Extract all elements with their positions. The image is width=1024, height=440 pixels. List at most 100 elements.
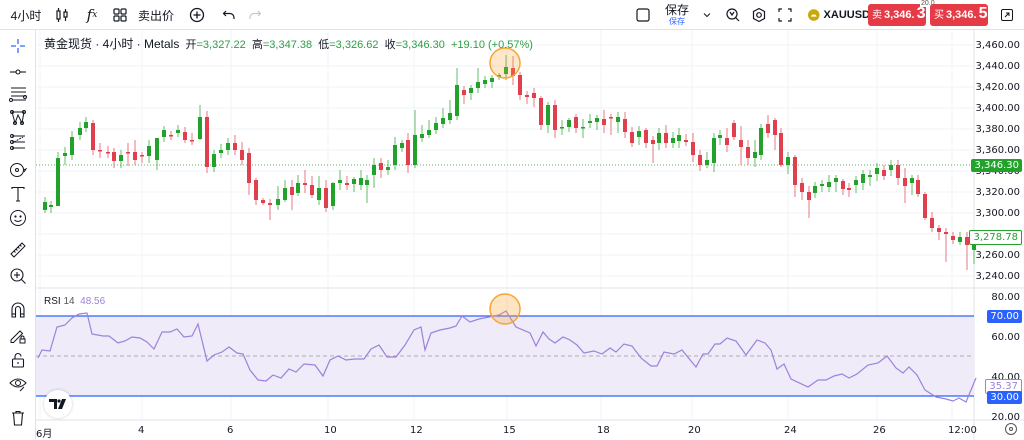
- square-icon: [636, 8, 650, 22]
- save-menu-button[interactable]: [700, 0, 714, 30]
- tv-logo-icon: [49, 399, 66, 409]
- text-icon: [11, 186, 25, 202]
- fullscreen-button[interactable]: [774, 0, 796, 30]
- sell-price-small: 3,346.: [884, 9, 915, 21]
- emoji-icon: [10, 210, 26, 226]
- crosshair-icon: [11, 39, 25, 53]
- high-label: 高: [251, 39, 263, 51]
- plus-circle-icon: [189, 7, 205, 23]
- price-tick: 3,240.00: [975, 271, 1020, 282]
- symbol-button[interactable]: XAUUSD: [808, 0, 870, 30]
- current-price-tag: 3,346.30: [971, 159, 1022, 172]
- price-tick: 3,360.00: [975, 145, 1020, 156]
- price-tick: 3,400.00: [975, 103, 1020, 114]
- rsi-legend[interactable]: RSI 14 48.56: [44, 296, 105, 307]
- external-link-icon: [1001, 9, 1013, 21]
- candlestick-icon: [56, 8, 68, 22]
- redo-button[interactable]: [244, 0, 266, 30]
- popout-button[interactable]: [996, 0, 1018, 30]
- sell-price-label: 卖出价: [138, 8, 175, 23]
- lock-icon: [11, 353, 25, 368]
- pattern-icon: [10, 110, 26, 125]
- undo-button[interactable]: [218, 0, 240, 30]
- time-tick: 6月: [36, 429, 53, 440]
- remove-tool[interactable]: [6, 406, 30, 430]
- pattern-tool[interactable]: [6, 106, 30, 130]
- settings-button[interactable]: [748, 0, 770, 30]
- ruler-tool[interactable]: [6, 238, 30, 262]
- buy-button[interactable]: 买 3,346. 50: [930, 4, 996, 26]
- redo-icon: [249, 10, 262, 19]
- buy-price-big: 50: [978, 5, 997, 22]
- magnet-tool[interactable]: [6, 298, 30, 322]
- rsi-upper-tag: 70.00: [987, 310, 1022, 323]
- lock-drawings-tool[interactable]: [6, 324, 30, 348]
- gold-icon: [808, 9, 820, 21]
- crosshair-tool[interactable]: [6, 34, 30, 58]
- emoji-tool[interactable]: [6, 206, 30, 230]
- low-value: =3,326.62: [329, 39, 379, 51]
- text-tool[interactable]: [6, 182, 30, 206]
- ruler-icon: [10, 242, 26, 258]
- time-tick: 12: [410, 425, 423, 436]
- projection-icon: [10, 134, 25, 150]
- trend-line-tool[interactable]: [6, 60, 30, 84]
- rsi-value: 48.56: [80, 296, 106, 307]
- brush-tool[interactable]: [6, 158, 30, 182]
- pencil-lock-icon: [10, 330, 26, 344]
- undo-icon: [222, 10, 235, 19]
- save-label: 保存: [664, 3, 689, 17]
- zoom-in-tool[interactable]: [6, 264, 30, 288]
- search-icon: [726, 8, 740, 22]
- sell-label: 卖: [872, 10, 882, 21]
- add-button[interactable]: [186, 0, 208, 30]
- hide-tool[interactable]: [6, 372, 30, 396]
- change-value: +19.10 (+0.57%): [450, 39, 533, 51]
- close-label: 收: [384, 39, 396, 51]
- price-tick: 3,460.00: [975, 40, 1020, 51]
- interval-button[interactable]: 4小时: [6, 0, 46, 30]
- time-tick: 10: [324, 425, 337, 436]
- axis-settings-button[interactable]: [1005, 423, 1017, 435]
- trash-icon: [12, 410, 24, 426]
- layout-button[interactable]: [632, 0, 654, 30]
- price-tick: 3,420.00: [975, 82, 1020, 93]
- time-tick: 6: [227, 425, 234, 436]
- save-button[interactable]: 保存 保存: [662, 0, 692, 30]
- grid-icon: [113, 8, 127, 22]
- symbol-label: XAUUSD: [823, 9, 870, 21]
- close-value: =3,346.30: [395, 39, 445, 51]
- chart-type-button[interactable]: [50, 0, 74, 30]
- interval-label: 4小时: [10, 8, 42, 23]
- fib-icon: [9, 87, 27, 102]
- fullscreen-icon: [778, 8, 792, 22]
- quick-search-button[interactable]: [722, 0, 744, 30]
- price-chart[interactable]: [36, 30, 1024, 440]
- tradingview-logo[interactable]: [44, 390, 72, 418]
- time-tick: 20: [688, 425, 701, 436]
- sell-button[interactable]: 卖 3,346. 30: [868, 4, 934, 26]
- buy-label: 买: [934, 10, 944, 21]
- trend-line-icon: [10, 69, 26, 75]
- rsi-name: RSI: [44, 296, 61, 307]
- projection-tool[interactable]: [6, 130, 30, 154]
- lock-tool[interactable]: [6, 348, 30, 372]
- time-tick: 12:00: [948, 425, 977, 436]
- last-price-tag: 3,278.78: [969, 230, 1022, 245]
- settings-icon: [1009, 427, 1013, 431]
- sell-price-big: 30: [916, 5, 935, 22]
- high-value: =3,347.38: [262, 39, 313, 51]
- rsi-tick: 60.00: [991, 332, 1020, 343]
- fib-tool[interactable]: [6, 82, 30, 106]
- price-tick: 3,260.00: [975, 250, 1020, 261]
- time-tick: 4: [138, 425, 145, 436]
- time-tick: 15: [503, 425, 516, 436]
- templates-button[interactable]: [108, 0, 132, 30]
- sell-price-button[interactable]: 卖出价: [138, 0, 174, 30]
- open-label: 开: [185, 39, 197, 51]
- low-label: 低: [318, 39, 330, 51]
- spread-value: 20.0: [920, 0, 936, 7]
- price-tick: 3,320.00: [975, 187, 1020, 198]
